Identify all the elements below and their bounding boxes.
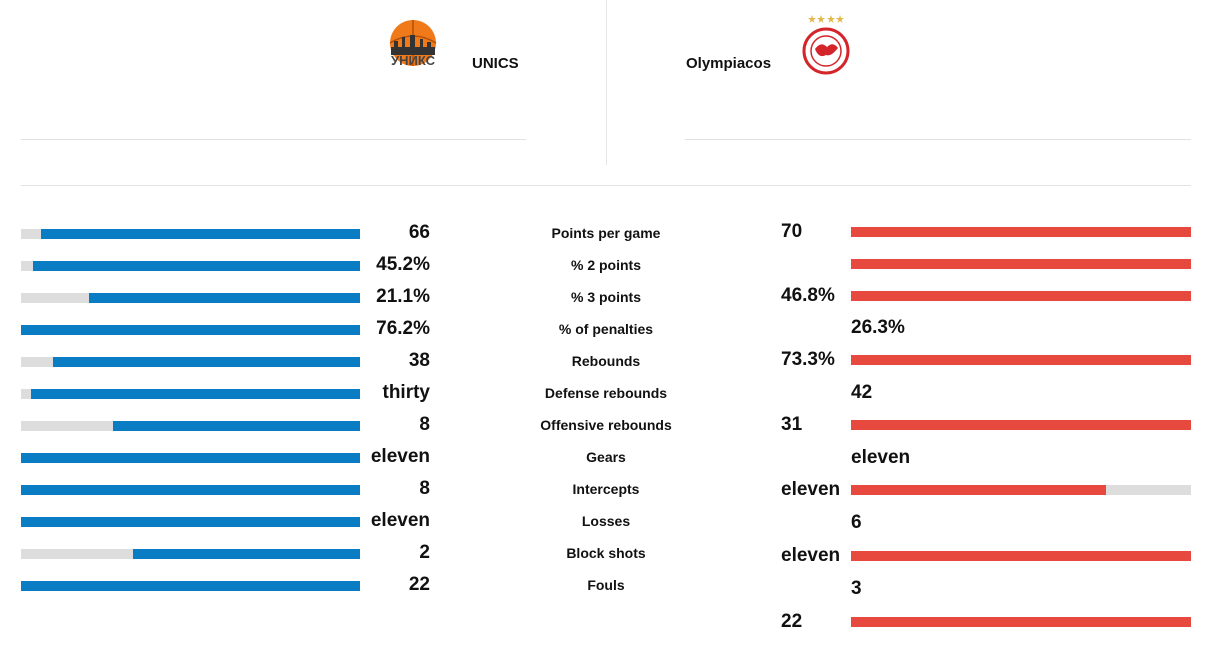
away-stat-value: eleven (781, 479, 841, 500)
stat-row: 76.2% % of penalties (0, 313, 1222, 345)
home-stat-bar (21, 421, 360, 431)
away-stat-value: 6 (851, 512, 862, 533)
home-stat-bar (21, 389, 360, 399)
away-stat-bar-fill (851, 485, 1106, 495)
header-divider (606, 0, 607, 165)
away-stat-bar (851, 259, 1191, 269)
away-stat-bar-fill (851, 617, 1191, 627)
home-stat-bar-fill (32, 261, 360, 271)
home-stat-bar-fill (41, 229, 360, 239)
stat-label: Gears (586, 449, 626, 465)
away-stat-bar-fill (851, 355, 1191, 365)
home-stat-value: 22 (408, 574, 430, 595)
away-stat-bar (851, 485, 1191, 495)
away-stat-value: eleven (851, 447, 911, 468)
stat-label: Points per game (551, 225, 661, 241)
stat-label: % of penalties (558, 321, 654, 337)
home-stat-bar-fill (21, 325, 360, 335)
away-stat-bar-fill (851, 227, 1191, 237)
stat-row: thirty Defense rebounds (0, 377, 1222, 409)
home-stat-bar (21, 293, 360, 303)
home-stat-bar (21, 261, 360, 271)
away-stat-bar-fill (851, 551, 1191, 561)
olympiacos-logo (801, 13, 851, 75)
away-stat-value: 31 (781, 414, 803, 435)
stat-label: Block shots (566, 545, 646, 561)
away-stat-bar-fill (851, 259, 1191, 269)
stat-row: eleven Losses (0, 505, 1222, 537)
home-stat-value: 38 (408, 350, 430, 371)
away-stat-bar (851, 227, 1191, 237)
home-stat-value: thirty (382, 382, 431, 403)
stat-row: 8 Intercepts (0, 473, 1222, 505)
home-stat-bar-fill (132, 549, 360, 559)
unics-logo: УНИКС (382, 19, 444, 71)
section-rule (21, 185, 1191, 186)
away-stat-value: 3 (851, 578, 862, 599)
home-stat-bar-fill (21, 517, 360, 527)
home-stat-value: 8 (419, 478, 430, 499)
stat-label: % 3 points (570, 289, 641, 305)
stat-label: Defense rebounds (544, 385, 668, 401)
home-stat-value: eleven (370, 510, 430, 531)
home-stat-bar (21, 453, 360, 463)
away-stat-bar (851, 420, 1191, 430)
away-stat-value: 70 (781, 221, 803, 242)
away-stat-bar (851, 291, 1191, 301)
home-stat-bar-fill (21, 453, 360, 463)
home-stat-bar-fill (53, 357, 360, 367)
away-stat-bar-fill (851, 420, 1191, 430)
stat-row: 8 Offensive rebounds (0, 409, 1222, 441)
away-stat-bar (851, 551, 1191, 561)
away-stat-bar (851, 355, 1191, 365)
home-stat-value: 76.2% (376, 318, 430, 339)
home-stat-value: 45.2% (376, 254, 430, 275)
home-stat-bar-fill (112, 421, 360, 431)
home-stat-bar (21, 517, 360, 527)
home-stat-bar (21, 549, 360, 559)
home-stat-bar (21, 357, 360, 367)
stat-row: 21.1% % 3 points (0, 281, 1222, 313)
away-stat-bar (851, 617, 1191, 627)
home-stat-bar-fill (31, 389, 360, 399)
stat-row: 66 Points per game (0, 217, 1222, 249)
home-stat-bar-fill (88, 293, 360, 303)
away-stat-value: eleven (781, 545, 841, 566)
home-stat-bar-fill (21, 485, 360, 495)
away-header-rule (685, 139, 1191, 140)
stat-row: 22 Fouls (0, 569, 1222, 601)
stat-label: Losses (581, 513, 631, 529)
stat-label: % 2 points (570, 257, 641, 273)
stat-label: Rebounds (571, 353, 641, 369)
home-stat-bar (21, 229, 360, 239)
home-stat-bar (21, 485, 360, 495)
home-stat-value: 66 (408, 222, 430, 243)
home-stat-bar (21, 325, 360, 335)
stat-row: 45.2% % 2 points (0, 249, 1222, 281)
home-stat-value: eleven (370, 446, 430, 467)
away-stat-bar-fill (851, 291, 1191, 301)
home-header-rule (21, 139, 526, 140)
home-team-name: UNICS (472, 55, 519, 72)
home-stat-value: 2 (419, 542, 430, 563)
home-stat-bar (21, 581, 360, 591)
away-stat-value: 26.3% (851, 317, 905, 338)
home-stat-bar-fill (21, 581, 360, 591)
home-stat-value: 8 (419, 414, 430, 435)
away-stat-value: 46.8% (781, 285, 835, 306)
away-stat-value: 73.3% (781, 349, 835, 370)
stat-row: 2 Block shots (0, 537, 1222, 569)
stat-label: Offensive rebounds (540, 417, 672, 433)
stat-row: eleven Gears (0, 441, 1222, 473)
away-team-name: Olympiacos (686, 55, 772, 72)
svg-text:УНИКС: УНИКС (391, 53, 436, 68)
away-stat-value: 42 (851, 382, 873, 403)
stat-label: Fouls (587, 577, 625, 593)
stat-label: Intercepts (572, 481, 640, 497)
home-stat-value: 21.1% (376, 286, 430, 307)
stat-row: 38 Rebounds (0, 345, 1222, 377)
away-stat-value: 22 (781, 611, 803, 632)
